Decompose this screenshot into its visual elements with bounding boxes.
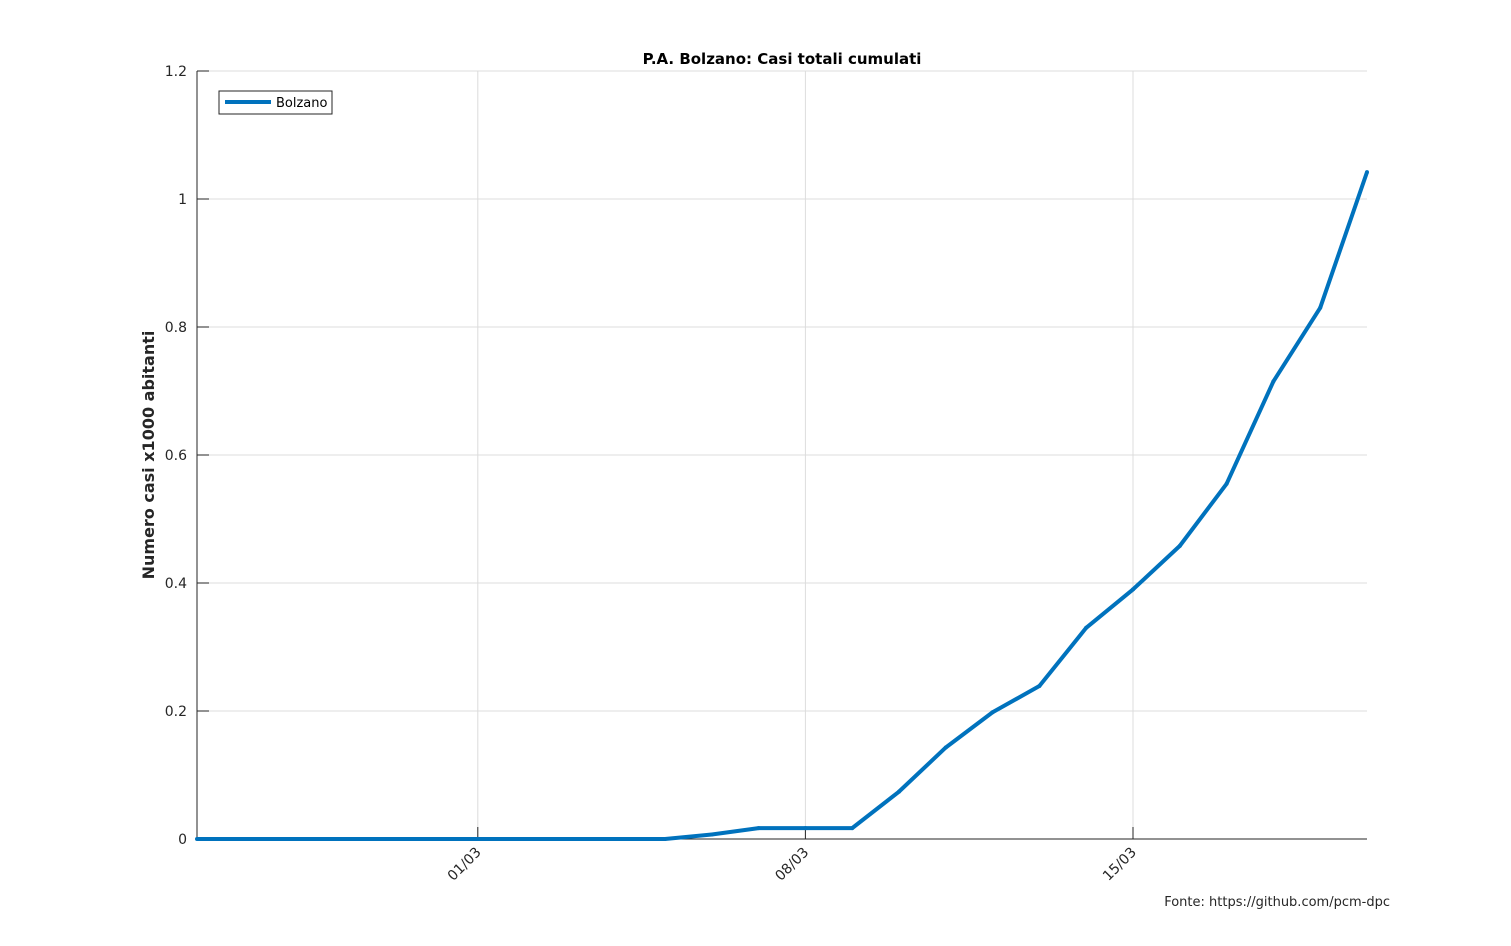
y-tick-label: 0 (178, 832, 187, 848)
data-point-bolzano (288, 837, 293, 841)
data-point-bolzano (1365, 170, 1369, 175)
legend-label-bolzano: Bolzano (276, 96, 328, 111)
data-point-bolzano (897, 789, 901, 794)
data-point-bolzano (803, 826, 808, 831)
data-point-bolzano (850, 826, 855, 831)
data-point-bolzano (382, 837, 387, 841)
data-point-bolzano (429, 837, 433, 841)
y-tick-label: 1 (178, 192, 187, 208)
data-point-bolzano (709, 832, 714, 837)
data-point-bolzano (1271, 379, 1276, 384)
data-point-bolzano (1084, 625, 1089, 630)
data-point-bolzano (1224, 481, 1229, 486)
data-point-bolzano (1318, 305, 1323, 310)
data-point-bolzano (569, 837, 574, 841)
y-tick-labels: 0 0.2 0.4 0.6 0.8 1 1.2 (165, 64, 187, 848)
data-point-bolzano (663, 837, 667, 841)
data-point-bolzano (195, 837, 199, 841)
chart-title: P.A. Bolzano: Casi totali cumulati (643, 50, 922, 68)
data-point-bolzano (616, 837, 621, 841)
grid-lines (197, 70, 1367, 839)
series-line-bolzano (197, 171, 1369, 841)
series-layer (195, 170, 1369, 841)
y-tick-label: 0.2 (165, 704, 187, 720)
data-point-bolzano (522, 837, 527, 841)
y-tick-label: 0.4 (165, 576, 187, 592)
data-point-bolzano (990, 710, 995, 715)
data-point-bolzano (241, 837, 246, 841)
legend: Bolzano (218, 90, 333, 115)
data-point-bolzano (1177, 543, 1182, 548)
data-point-bolzano (943, 745, 948, 750)
data-point-bolzano (335, 837, 340, 841)
data-point-bolzano (756, 826, 761, 831)
legend-box (218, 90, 333, 115)
data-point-bolzano (1131, 587, 1135, 592)
data-point-bolzano (475, 837, 480, 841)
y-axis-label: Numero casi x1000 abitanti (139, 331, 158, 580)
source-note: Fonte: https://github.com/pcm-dpc (1164, 895, 1390, 910)
data-point-bolzano (1037, 684, 1042, 689)
y-tick-label: 0.6 (165, 448, 187, 464)
y-tick-label: 1.2 (165, 64, 187, 80)
y-tick-label: 0.8 (165, 320, 187, 336)
